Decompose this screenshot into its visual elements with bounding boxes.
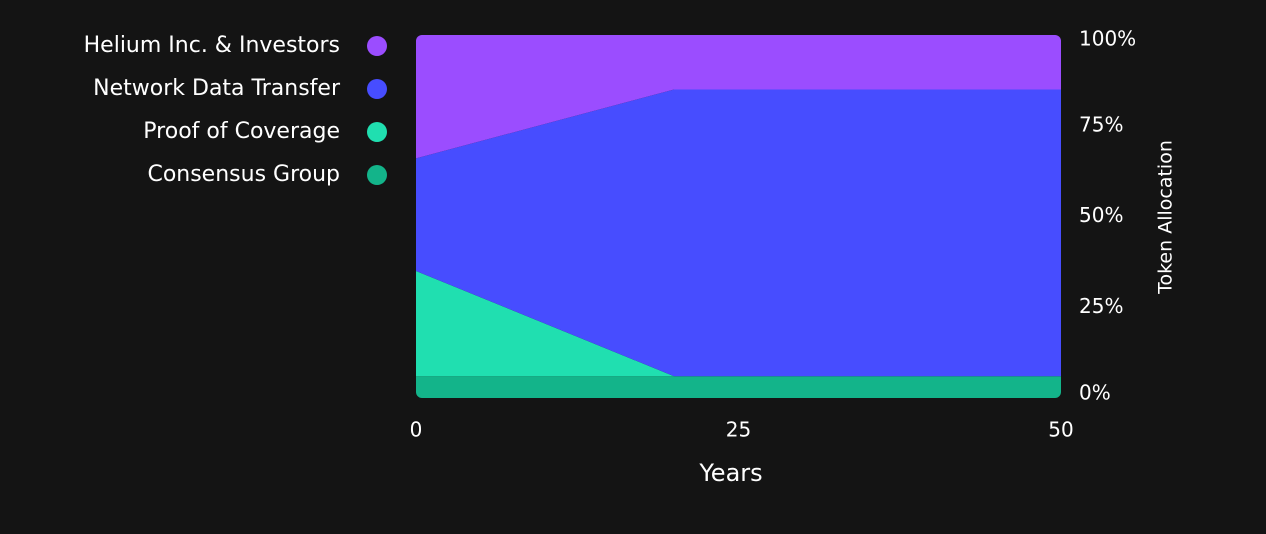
legend-label: Helium Inc. & Investors bbox=[84, 33, 340, 58]
area bbox=[416, 35, 1061, 159]
legend-label: Consensus Group bbox=[147, 162, 340, 187]
x-tick-label: 0 bbox=[410, 418, 423, 442]
y-tick-label: 0% bbox=[1079, 381, 1111, 405]
area bbox=[416, 89, 1061, 377]
legend-marker bbox=[367, 79, 387, 99]
plot-area bbox=[416, 35, 1061, 398]
legend-marker bbox=[367, 36, 387, 56]
legend-marker bbox=[367, 165, 387, 185]
y-axis-label: Token Allocation bbox=[1155, 140, 1177, 295]
x-tick-label: 50 bbox=[1048, 418, 1073, 442]
x-tick-label: 25 bbox=[726, 418, 751, 442]
y-tick-label: 75% bbox=[1079, 112, 1123, 136]
legend-marker bbox=[367, 122, 387, 142]
legend-label: Proof of Coverage bbox=[143, 119, 340, 144]
y-tick-label: 25% bbox=[1079, 294, 1123, 318]
x-axis-label: Years bbox=[698, 459, 762, 487]
y-tick-label: 50% bbox=[1079, 203, 1123, 227]
area bbox=[416, 270, 1061, 377]
area bbox=[416, 376, 1061, 398]
legend-label: Network Data Transfer bbox=[93, 76, 341, 101]
y-tick-label: 100% bbox=[1079, 27, 1136, 51]
